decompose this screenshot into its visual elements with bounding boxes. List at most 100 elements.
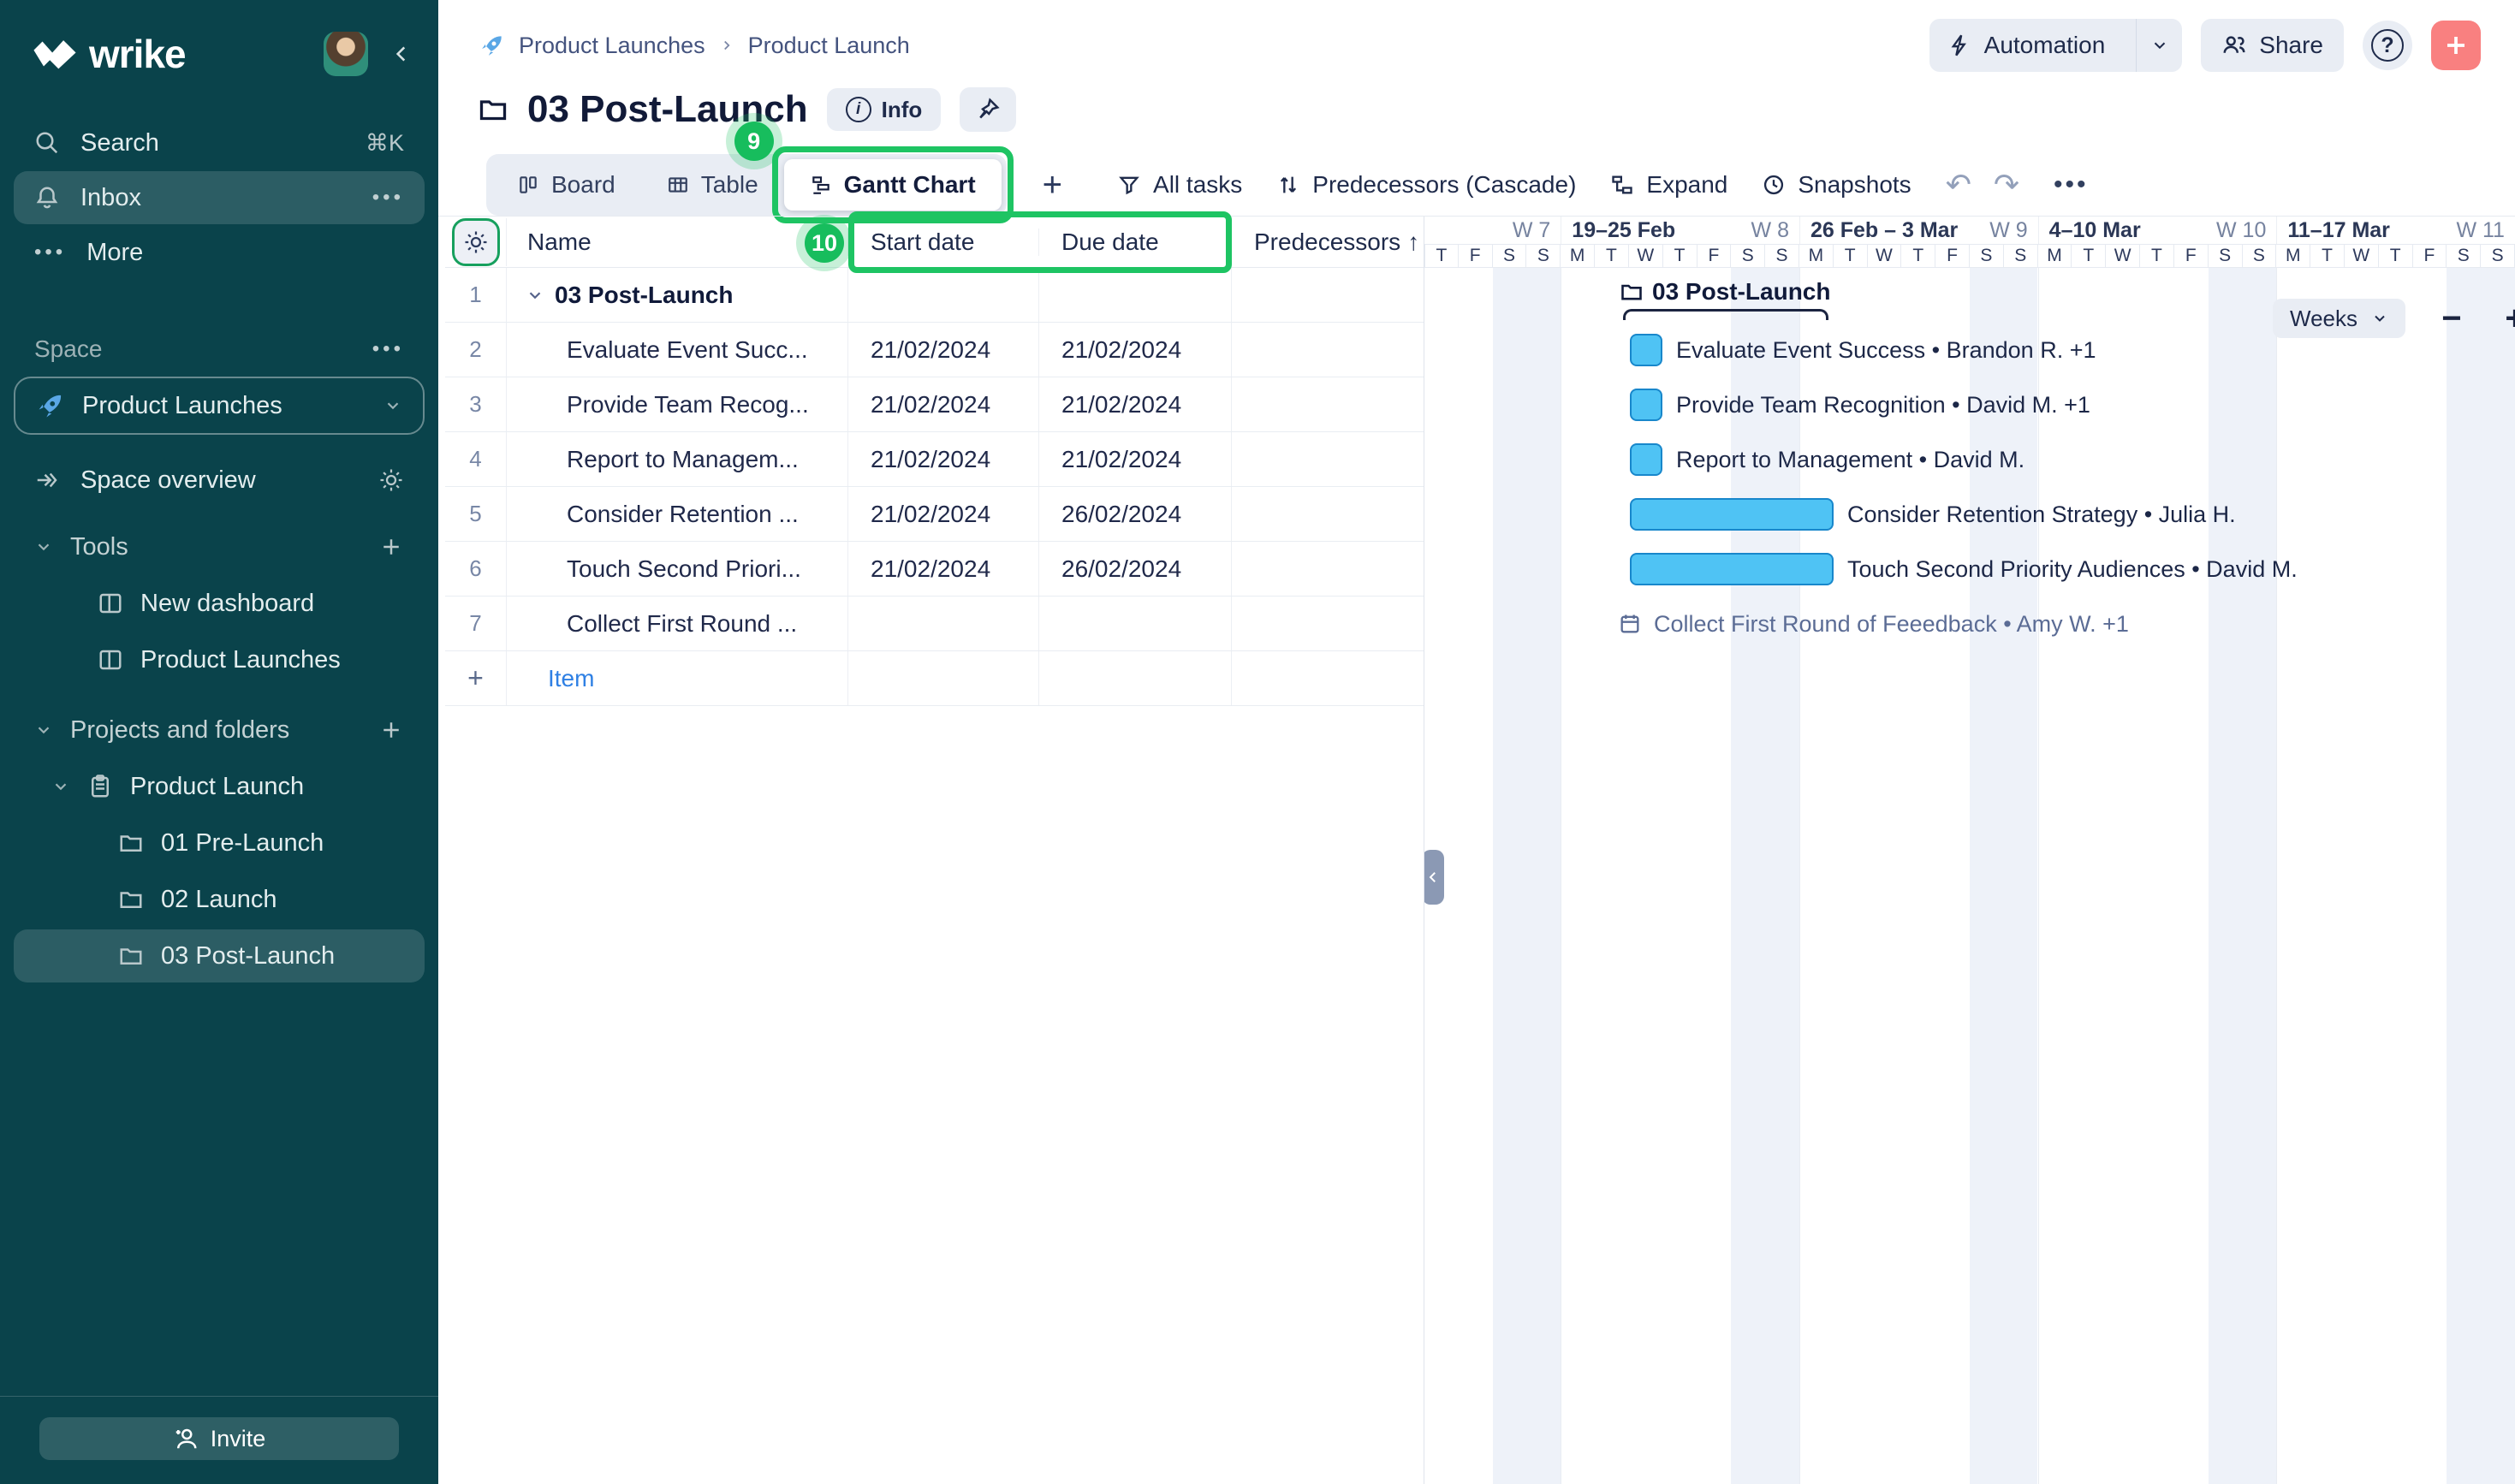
gantt-timeline[interactable]: W 7 19–25 Feb W 8 26 Feb – 3 Mar W 9 4–1… — [1424, 217, 2515, 1484]
pane-collapse-handle[interactable] — [1424, 850, 1444, 905]
tools-section-header[interactable]: Tools — [14, 520, 425, 573]
column-header-name[interactable]: Name — [507, 228, 848, 256]
start-date-cell[interactable]: 21/02/2024 — [848, 542, 1039, 596]
collapse-sidebar-icon[interactable] — [390, 43, 413, 65]
automation-button[interactable]: Automation — [1929, 19, 2183, 72]
start-date-cell[interactable]: 21/02/2024 — [848, 487, 1039, 541]
predecessors-cell[interactable] — [1232, 542, 1424, 596]
start-date-cell[interactable]: 21/02/2024 — [848, 323, 1039, 377]
automation-dropdown[interactable] — [2136, 19, 2182, 72]
sidebar-item-product-launches-tool[interactable]: Product Launches — [14, 633, 425, 686]
wrike-logo[interactable]: wrike — [33, 31, 308, 77]
share-button[interactable]: Share — [2201, 19, 2344, 72]
gantt-bar-audiences[interactable] — [1630, 553, 1834, 585]
table-settings-button[interactable] — [451, 217, 500, 266]
gantt-unscheduled-task[interactable]: Collect First Round of Feeedback • Amy W… — [1618, 608, 2129, 640]
tab-gantt-chart[interactable]: 9 Gantt Chart — [734, 122, 1014, 223]
predecessors-cell[interactable] — [1232, 377, 1424, 431]
pin-button[interactable] — [960, 87, 1017, 132]
gantt-bar-retention[interactable] — [1630, 498, 1834, 531]
plus-icon[interactable] — [378, 534, 404, 560]
due-date-cell[interactable]: 26/02/2024 — [1039, 542, 1232, 596]
task-name[interactable]: Provide Team Recog... — [567, 390, 809, 418]
gantt-bar-label[interactable]: Consider Retention Strategy • Julia H. — [1847, 502, 2236, 527]
sort-predecessors[interactable]: Predecessors (Cascade) — [1276, 171, 1576, 199]
gantt-bar-label[interactable]: Provide Team Recognition • David M. +1 — [1676, 392, 2090, 418]
gear-icon[interactable] — [378, 467, 404, 493]
start-date-cell[interactable]: 21/02/2024 — [848, 377, 1039, 431]
user-avatar[interactable] — [324, 32, 368, 76]
due-date-cell[interactable] — [1039, 268, 1232, 322]
chevron-down-icon[interactable] — [526, 286, 544, 305]
table-row[interactable]: 2 Evaluate Event Succ... 21/02/2024 21/0… — [445, 323, 1424, 377]
due-date-cell[interactable]: 26/02/2024 — [1039, 487, 1232, 541]
predecessors-cell[interactable] — [1232, 487, 1424, 541]
gantt-bar-evaluate[interactable] — [1630, 334, 1662, 366]
column-header-due-date[interactable]: Due date — [1039, 228, 1232, 256]
add-item-plus-icon[interactable]: + — [445, 651, 507, 705]
undo-icon[interactable]: ↶ — [1945, 167, 1971, 202]
gantt-bar-provide[interactable] — [1630, 389, 1662, 421]
table-row[interactable]: 6 Touch Second Priori... 21/02/2024 26/0… — [445, 542, 1424, 597]
gantt-bar-label[interactable]: Report to Management • David M. — [1676, 447, 2025, 472]
table-row[interactable]: 5 Consider Retention ... 21/02/2024 26/0… — [445, 487, 1424, 542]
gantt-bar-label[interactable]: Evaluate Event Success • Brandon R. +1 — [1676, 337, 2096, 363]
due-date-cell[interactable]: 21/02/2024 — [1039, 323, 1232, 377]
gantt-bar-label[interactable]: Touch Second Priority Audiences • David … — [1847, 556, 2298, 582]
timescale-dropdown[interactable]: Weeks — [2273, 299, 2405, 338]
table-row[interactable]: 4 Report to Managem... 21/02/2024 21/02/… — [445, 432, 1424, 487]
sidebar-item-02-launch[interactable]: 02 Launch — [14, 873, 425, 926]
predecessors-cell[interactable] — [1232, 597, 1424, 650]
table-row[interactable]: 1 03 Post-Launch — [445, 268, 1424, 323]
gantt-group-label[interactable]: 03 Post-Launch — [1620, 278, 1830, 306]
add-view-button[interactable]: + — [1042, 165, 1063, 204]
zoom-in-button[interactable]: + — [2505, 299, 2515, 337]
task-name[interactable]: Evaluate Event Succ... — [567, 335, 808, 363]
gantt-bar-report[interactable] — [1630, 443, 1662, 476]
predecessors-cell[interactable] — [1232, 268, 1424, 322]
add-item-label[interactable]: Item — [548, 664, 595, 692]
sidebar-item-search[interactable]: Search ⌘K — [14, 116, 425, 169]
inbox-more-icon[interactable]: ••• — [372, 186, 404, 209]
space-more-icon[interactable]: ••• — [372, 337, 404, 360]
add-item-row[interactable]: + Item — [445, 651, 1424, 706]
table-row[interactable]: 7 Collect First Round ... — [445, 597, 1424, 651]
info-button[interactable]: i Info — [826, 88, 942, 131]
space-selector[interactable]: Product Launches — [14, 377, 425, 435]
sidebar-item-more[interactable]: ••• More — [14, 226, 425, 279]
snapshots-button[interactable]: Snapshots — [1762, 171, 1912, 199]
task-name[interactable]: Consider Retention ... — [567, 500, 799, 527]
redo-icon[interactable]: ↷ — [1993, 167, 2020, 202]
tab-table[interactable]: Table — [641, 159, 784, 211]
start-date-cell[interactable]: 21/02/2024 — [848, 432, 1039, 486]
tab-board[interactable]: Board — [491, 159, 641, 211]
expand-button[interactable]: Expand — [1610, 171, 1727, 199]
due-date-cell[interactable]: 21/02/2024 — [1039, 432, 1232, 486]
sidebar-item-03-post-launch[interactable]: 03 Post-Launch — [14, 929, 425, 982]
projects-section-header[interactable]: Projects and folders — [14, 703, 425, 757]
plus-icon[interactable] — [378, 717, 404, 743]
due-date-cell[interactable] — [1039, 597, 1232, 650]
sidebar-item-space-overview[interactable]: Space overview — [14, 454, 425, 507]
due-date-cell[interactable]: 21/02/2024 — [1039, 377, 1232, 431]
task-name[interactable]: Collect First Round ... — [567, 609, 798, 637]
sidebar-item-01-pre-launch[interactable]: 01 Pre-Launch — [14, 816, 425, 870]
create-new-button[interactable] — [2431, 21, 2481, 70]
sidebar-item-inbox[interactable]: Inbox ••• — [14, 171, 425, 224]
predecessors-cell[interactable] — [1232, 432, 1424, 486]
task-name[interactable]: Touch Second Priori... — [567, 555, 801, 582]
column-header-start-date[interactable]: Start date — [848, 228, 1039, 256]
table-row[interactable]: 3 Provide Team Recog... 21/02/2024 21/02… — [445, 377, 1424, 432]
predecessors-cell[interactable] — [1232, 323, 1424, 377]
filter-all-tasks[interactable]: All tasks — [1117, 171, 1242, 199]
toolbar-more-icon[interactable]: ••• — [2054, 170, 2089, 199]
zoom-out-button[interactable]: − — [2441, 299, 2462, 337]
sidebar-item-product-launch[interactable]: Product Launch — [14, 760, 425, 813]
sidebar-item-new-dashboard[interactable]: New dashboard — [14, 577, 425, 630]
invite-button[interactable]: Invite — [39, 1417, 399, 1460]
help-button[interactable]: ? — [2363, 21, 2412, 70]
breadcrumb-space[interactable]: Product Launches — [519, 32, 705, 58]
start-date-cell[interactable] — [848, 597, 1039, 650]
start-date-cell[interactable] — [848, 268, 1039, 322]
column-header-predecessors[interactable]: Predecessors ↑ — [1232, 229, 1424, 256]
